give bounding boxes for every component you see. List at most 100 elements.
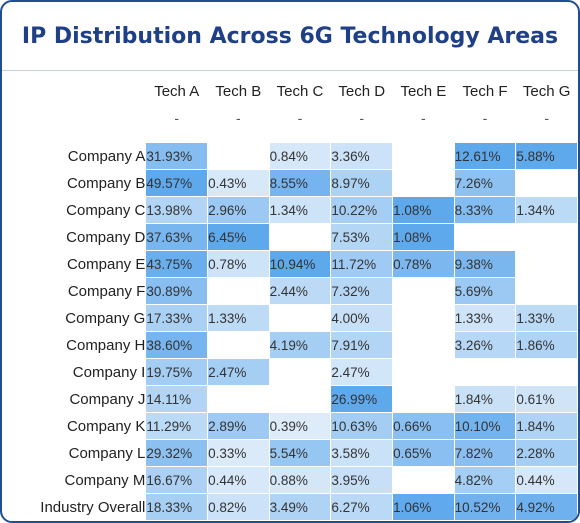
heatmap-cell: 0.78% <box>207 250 270 278</box>
row-label: Company F <box>3 277 147 305</box>
column-header: Tech C - <box>268 76 332 143</box>
heatmap-cell: 37.63% <box>145 223 209 251</box>
heatmap-cell: 3.26% <box>453 331 517 359</box>
row-label: Company D <box>3 223 147 251</box>
heatmap-cell: 3.58% <box>330 439 394 467</box>
heatmap-cell: 0.66% <box>392 412 455 440</box>
heatmap-cell <box>392 304 455 332</box>
heatmap-cell: 0.82% <box>207 493 270 521</box>
corner-cell <box>3 76 147 143</box>
column-label: Tech C <box>276 83 324 100</box>
heatmap-cell: 49.57% <box>145 169 209 197</box>
column-label: Tech B <box>215 83 262 100</box>
table-row: Company G 17.33% 1.33% 4.00% 1.33% 1.33% <box>3 304 578 332</box>
column-sub-label: - <box>236 110 241 126</box>
heatmap-cell <box>515 169 578 197</box>
heatmap-cell <box>515 250 578 278</box>
heatmap-cell: 31.93% <box>145 142 209 170</box>
heatmap-cell <box>268 385 332 413</box>
heatmap-cell: 0.65% <box>392 439 455 467</box>
heatmap-cell: 1.33% <box>207 304 270 332</box>
table-row: Company L 29.32% 0.33% 5.54% 3.58% 0.65% 7.82%… <box>3 439 578 467</box>
row-label: Company G <box>3 304 147 332</box>
column-sub-label: - <box>544 110 550 126</box>
heatmap-cell <box>392 277 455 305</box>
heatmap-cell: 0.44% <box>515 466 578 494</box>
heatmap-cell: 6.27% <box>330 493 394 521</box>
table-row: Company D 37.63% 6.45% 7.53% 1.08% <box>3 223 578 251</box>
heatmap-cell: 14.11% <box>145 385 209 413</box>
heatmap-cell: 6.45% <box>207 223 270 251</box>
row-label: Company I <box>3 358 147 386</box>
heatmap-cell <box>207 331 270 359</box>
heatmap-cell: 1.84% <box>453 385 517 413</box>
column-header: Tech A - <box>145 76 209 143</box>
row-label: Company B <box>3 169 147 197</box>
column-header: Tech F - <box>453 76 517 143</box>
heatmap-cell <box>207 142 270 170</box>
heatmap-cell: 0.84% <box>268 142 332 170</box>
row-label: Company C <box>3 196 147 224</box>
heatmap-cell <box>453 223 517 251</box>
heatmap-cell: 2.47% <box>330 358 394 386</box>
heatmap-cell: 8.55% <box>268 169 332 197</box>
heatmap-cell <box>515 358 578 386</box>
heatmap-cell: 0.88% <box>268 466 332 494</box>
row-label: Industry Overall <box>3 493 147 521</box>
column-sub-label: - <box>482 110 488 126</box>
heatmap-cell: 8.33% <box>453 196 517 224</box>
heatmap-cell: 0.61% <box>515 385 578 413</box>
heatmap-cell: 1.34% <box>515 196 578 224</box>
heatmap-body: Company A 31.93% 0.84% 3.36% 12.61% 5.88% Comp… <box>3 142 578 521</box>
heatmap-cell <box>392 358 455 386</box>
heatmap-cell: 10.63% <box>330 412 394 440</box>
heatmap-cell <box>268 304 332 332</box>
heatmap-cell: 7.53% <box>330 223 394 251</box>
heatmap-cell <box>515 277 578 305</box>
table-row: Company J 14.11% 26.99% 1.84% 0.61% <box>3 385 578 413</box>
table-row: Company K 11.29% 2.89% 0.39% 10.63% 0.66% 10.1… <box>3 412 578 440</box>
heatmap-cell: 1.08% <box>392 196 455 224</box>
heatmap-cell: 16.67% <box>145 466 209 494</box>
row-label: Company L <box>3 439 147 467</box>
heatmap-cell: 10.94% <box>268 250 332 278</box>
heatmap-cell <box>207 385 270 413</box>
row-label: Company E <box>3 250 147 278</box>
heatmap-cell: 4.19% <box>268 331 332 359</box>
column-header: Tech B - <box>207 76 270 143</box>
heatmap-cell: 12.61% <box>453 142 517 170</box>
heatmap-cell: 5.88% <box>515 142 578 170</box>
column-label: Tech F <box>462 83 508 100</box>
column-sub-label: - <box>359 110 365 126</box>
heatmap-cell: 11.29% <box>145 412 209 440</box>
heatmap-cell: 0.44% <box>207 466 270 494</box>
heatmap-cell: 0.78% <box>392 250 455 278</box>
column-sub-label: - <box>297 110 303 126</box>
heatmap-cell: 5.54% <box>268 439 332 467</box>
heatmap-cell: 7.82% <box>453 439 517 467</box>
table-row: Company F 30.89% 2.44% 7.32% 5.69% <box>3 277 578 305</box>
heatmap-cell: 43.75% <box>145 250 209 278</box>
heatmap-cell: 2.47% <box>207 358 270 386</box>
heatmap-cell <box>268 223 332 251</box>
heatmap-cell <box>392 385 455 413</box>
column-label: Tech E <box>400 83 447 100</box>
heatmap-cell: 1.33% <box>453 304 517 332</box>
heatmap-cell: 1.84% <box>515 412 578 440</box>
heatmap-cell: 1.86% <box>515 331 578 359</box>
table-row: Company I 19.75% 2.47% 2.47% <box>3 358 578 386</box>
heatmap-cell: 7.91% <box>330 331 394 359</box>
header-row: Tech A - Tech B - Tech C - Tech D - Tech E - Tech … <box>3 76 578 143</box>
heatmap-cell: 4.92% <box>515 493 578 521</box>
heatmap-cell: 11.72% <box>330 250 394 278</box>
heatmap-cell: 10.22% <box>330 196 394 224</box>
heatmap-cell <box>392 169 455 197</box>
heatmap-cell: 30.89% <box>145 277 209 305</box>
table-row: Company C 13.98% 2.96% 1.34% 10.22% 1.08% 8.33… <box>3 196 578 224</box>
column-header: Tech E - <box>392 76 455 143</box>
heatmap-cell: 2.28% <box>515 439 578 467</box>
heatmap-cell: 1.06% <box>392 493 455 521</box>
table-row: Company H 38.60% 4.19% 7.91% 3.26% 1.86% <box>3 331 578 359</box>
heatmap-cell: 8.97% <box>330 169 394 197</box>
